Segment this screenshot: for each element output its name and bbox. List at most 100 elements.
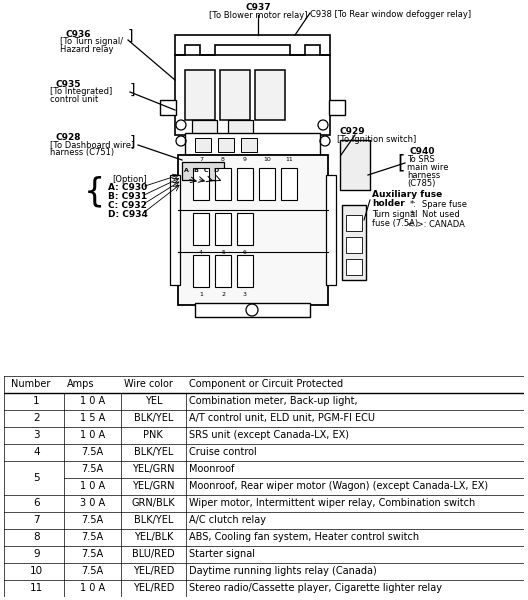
Bar [340,140,370,190]
Text: 11: 11 [30,583,43,593]
Text: D: D [213,169,219,173]
Text: fuse (7.5A): fuse (7.5A) [372,219,418,228]
Text: SRS unit (except Canada-LX, EX): SRS unit (except Canada-LX, EX) [188,430,348,440]
Text: C940: C940 [410,147,436,156]
Text: C938 [To Rear window defogger relay]: C938 [To Rear window defogger relay] [310,10,471,19]
Bar [160,100,176,115]
Text: 4: 4 [199,250,203,255]
Bar [193,213,209,245]
Bar [182,162,224,180]
Text: 1 0 A: 1 0 A [80,430,105,440]
Text: C928: C928 [55,133,80,142]
Bar [170,175,180,285]
Text: 5: 5 [221,250,225,255]
Text: Moonroof, Rear wiper motor (Wagon) (except Canada-LX, EX): Moonroof, Rear wiper motor (Wagon) (exce… [188,481,488,491]
Text: Component or Circuit Protected: Component or Circuit Protected [189,379,343,389]
Bar [195,303,310,317]
Text: GRN/BLK: GRN/BLK [131,499,175,508]
Text: 3: 3 [243,292,247,297]
Text: 7.5A: 7.5A [81,464,103,475]
Text: PNK: PNK [144,430,163,440]
Text: ]: ] [130,135,136,149]
Bar [215,255,231,287]
Text: 1 0 A: 1 0 A [80,583,105,593]
Bar [346,237,362,253]
Text: 8: 8 [33,532,40,542]
Text: [Option]: [Option] [112,175,147,184]
Text: Turn signal: Turn signal [372,210,418,219]
Text: Combination meter, Back-up light,: Combination meter, Back-up light, [188,396,357,406]
Bar [255,70,285,120]
Text: B: C931: B: C931 [108,192,147,201]
Bar [342,205,366,280]
Text: *:: *: [410,210,417,219]
Bar [346,215,362,231]
Text: YEL: YEL [145,396,162,406]
Text: ]: ] [128,29,134,43]
Text: BLK/YEL: BLK/YEL [134,448,173,457]
Text: control unit: control unit [50,95,98,104]
Text: A: A [184,169,188,173]
Text: Stereo radio/Cassette player, Cigarette lighter relay: Stereo radio/Cassette player, Cigarette … [188,583,441,593]
Text: BLU/RED: BLU/RED [132,550,175,559]
Text: [To Dashboard wire]: [To Dashboard wire] [50,140,134,149]
Text: C935: C935 [55,80,80,89]
Text: 1 0 A: 1 0 A [80,481,105,491]
Text: 3 0 A: 3 0 A [80,499,105,508]
Text: 1 5 A: 1 5 A [80,413,105,423]
Bar [175,55,330,135]
Text: YEL/GRN: YEL/GRN [132,481,175,491]
Text: Spare fuse: Spare fuse [422,200,467,209]
Text: C937: C937 [245,3,271,12]
Text: BLK/YEL: BLK/YEL [134,515,173,526]
Text: Auxiliary fuse: Auxiliary fuse [372,190,442,199]
Text: 8: 8 [221,157,225,162]
Text: 7: 7 [33,515,40,526]
Bar [195,138,211,152]
Text: 1 0 A: 1 0 A [80,396,105,406]
Bar [329,100,345,115]
Text: Wiper motor, Intermittent wiper relay, Combination switch: Wiper motor, Intermittent wiper relay, C… [188,499,475,508]
Bar [193,255,209,287]
Text: [To Integrated]: [To Integrated] [50,87,112,96]
Text: C: C932: C: C932 [108,201,147,210]
Bar [281,168,297,200]
Text: A/T control unit, ELD unit, PGM-FI ECU: A/T control unit, ELD unit, PGM-FI ECU [188,413,375,423]
Text: ]: ] [130,83,136,97]
Text: Starter signal: Starter signal [188,550,254,559]
Text: BLK/YEL: BLK/YEL [134,413,173,423]
Text: main wire: main wire [407,163,448,172]
Bar [237,213,253,245]
Bar [220,70,250,120]
Text: 7: 7 [199,157,203,162]
Text: B: B [194,169,199,173]
Text: C936: C936 [65,30,90,39]
Text: 2: 2 [33,413,40,423]
Bar [346,259,362,275]
Text: 4: 4 [33,448,40,457]
Bar [193,168,209,200]
Text: YEL/RED: YEL/RED [133,583,174,593]
Text: 6: 6 [33,499,40,508]
Text: 9: 9 [33,550,40,559]
Text: 7.5A: 7.5A [81,566,103,577]
Text: 6: 6 [243,250,247,255]
Bar [215,168,231,200]
Text: 10: 10 [30,566,43,577]
Text: 7.5A: 7.5A [81,550,103,559]
Text: 1: 1 [199,292,203,297]
Text: {: { [84,175,105,208]
Text: [To Turn signal/: [To Turn signal/ [60,37,123,46]
Bar [228,120,253,134]
Bar [185,133,320,155]
Text: Daytime running lights relay (Canada): Daytime running lights relay (Canada) [188,566,376,577]
Text: Not used: Not used [422,210,460,219]
Text: *:: *: [410,200,417,209]
Text: Cruise control: Cruise control [188,448,257,457]
Text: [To Ignition switch]: [To Ignition switch] [337,135,416,144]
Text: harness (C751): harness (C751) [50,148,114,157]
Text: C929: C929 [340,127,365,136]
Text: To SRS: To SRS [407,155,435,164]
Text: 7.5A: 7.5A [81,448,103,457]
Text: Moonroof: Moonroof [188,464,234,475]
